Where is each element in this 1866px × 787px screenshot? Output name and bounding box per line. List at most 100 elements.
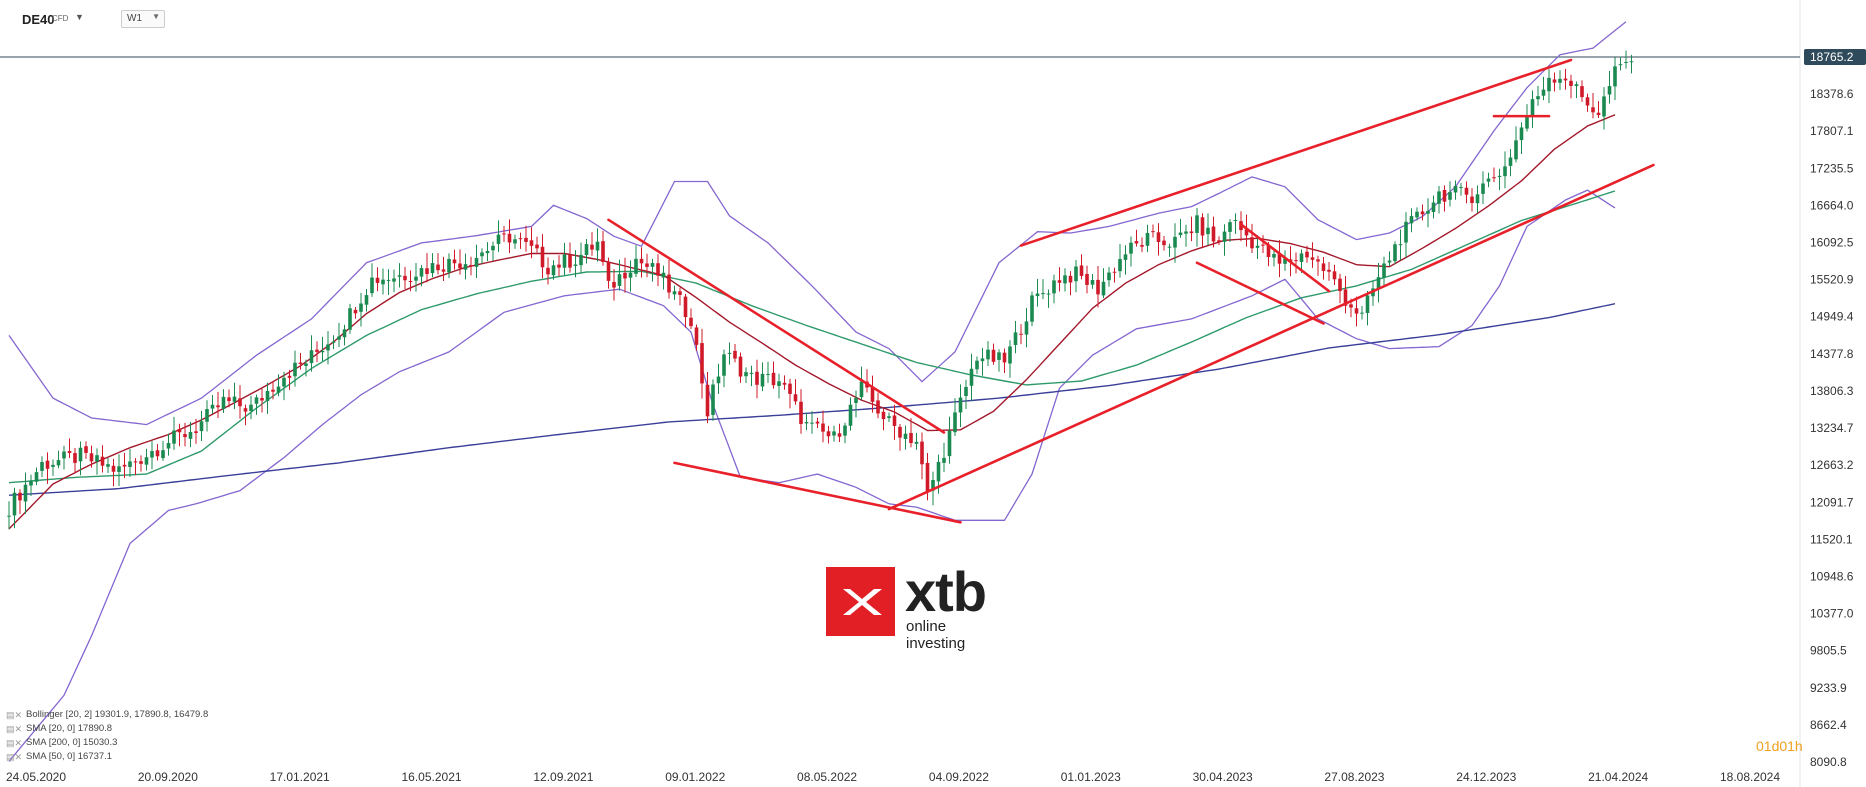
candle-body: [711, 384, 715, 415]
indicator-settings-icon[interactable]: ▤✕: [6, 752, 23, 762]
interval-hour[interactable]: 01h: [1779, 738, 1803, 754]
candle-body: [892, 415, 897, 426]
sma200-line: [8, 303, 1616, 496]
candle-body: [1107, 272, 1111, 281]
candle-body: [540, 246, 545, 268]
legend-label: SMA [20, 0] 17890.8: [26, 723, 113, 734]
candle-body: [337, 336, 341, 340]
candle-body: [62, 451, 66, 459]
legend-row[interactable]: ▤✕ SMA [200, 0] 15030.3: [6, 736, 208, 750]
y-tick-label: 16664.0: [1810, 198, 1854, 212]
candle-body: [34, 472, 39, 482]
indicator-legend: ▤✕ Bollinger [20, 2] 19301.9, 17890.8, 16…: [6, 708, 208, 764]
candle-body: [1376, 277, 1381, 289]
candle-body: [1321, 263, 1326, 271]
candle-body: [634, 258, 638, 274]
candle-body: [1244, 229, 1249, 236]
candle-body: [766, 373, 770, 375]
candle-body: [117, 466, 121, 472]
chevron-down-icon: ▼: [152, 12, 160, 21]
candle-body: [1475, 194, 1480, 204]
indicator-settings-icon[interactable]: ▤✕: [6, 738, 23, 748]
candle-body: [227, 397, 231, 402]
candle-body: [447, 258, 451, 273]
candle-body: [392, 278, 396, 282]
candle-body: [282, 377, 286, 387]
candle-body: [1041, 293, 1045, 295]
candle-body: [1607, 86, 1612, 95]
candle-body: [133, 461, 138, 463]
candle-body: [1404, 221, 1408, 243]
y-tick-label: 8662.4: [1810, 718, 1847, 732]
candle-body: [744, 372, 748, 377]
candle-body: [1233, 220, 1238, 222]
y-tick-label: 9805.5: [1810, 644, 1847, 658]
legend-row[interactable]: ▤✕ Bollinger [20, 2] 19301.9, 17890.8, 16…: [6, 708, 208, 722]
candle-body: [1129, 242, 1133, 254]
candle-body: [964, 386, 968, 397]
legend-row[interactable]: ▤✕ SMA [20, 0] 17890.8: [6, 722, 208, 736]
candle-body: [1272, 253, 1276, 258]
indicator-settings-icon[interactable]: ▤✕: [6, 710, 23, 720]
candle-body: [1629, 61, 1634, 63]
x-tick-label: 24.05.2020: [6, 770, 66, 784]
candle-body: [1085, 273, 1089, 285]
candle-body: [183, 434, 187, 438]
candle-body: [777, 381, 781, 387]
candle-body: [1305, 251, 1309, 258]
candle-body: [1162, 240, 1166, 246]
candle-body: [788, 383, 792, 394]
candle-body: [1211, 226, 1216, 242]
symbol-dropdown-icon[interactable]: ▼: [75, 12, 84, 22]
legend-label: Bollinger [20, 2] 19301.9, 17890.8, 1647…: [26, 709, 209, 720]
candle-body: [1569, 80, 1573, 86]
candle-body: [1217, 240, 1221, 243]
candle-body: [1228, 222, 1232, 232]
candle-body: [1420, 211, 1425, 215]
candle-body: [331, 341, 336, 343]
candle-body: [700, 343, 704, 384]
candle-body: [1068, 275, 1073, 283]
candle-body: [1360, 312, 1364, 314]
interval-day[interactable]: 01d: [1756, 738, 1780, 754]
timeframe-select[interactable]: W1 ▼: [121, 10, 165, 28]
y-tick-label: 9233.9: [1810, 681, 1847, 695]
candle-body: [931, 479, 935, 491]
candle-body: [645, 263, 649, 267]
y-tick-label: 12663.2: [1810, 458, 1854, 472]
candle-body: [375, 277, 380, 283]
candle-body: [265, 390, 270, 402]
legend-row[interactable]: ▤✕ SMA [50, 0] 16737.1: [6, 750, 208, 764]
candle-body: [1602, 96, 1606, 117]
candle-body: [188, 432, 193, 439]
candle-body: [1349, 304, 1353, 308]
symbol-label[interactable]: DE40: [22, 12, 55, 27]
x-tick-label: 16.05.2021: [402, 770, 462, 784]
legend-label: SMA [200, 0] 15030.3: [26, 737, 118, 748]
candle-body: [1074, 266, 1078, 282]
candle-body: [194, 431, 198, 434]
candle-body: [1574, 84, 1579, 86]
interval-selector[interactable]: 01d01h: [1756, 738, 1803, 754]
candle-body: [799, 401, 803, 424]
candle-body: [887, 416, 891, 419]
candle-body: [353, 309, 358, 314]
candle-body: [1019, 333, 1023, 335]
candle-body: [45, 460, 50, 469]
y-tick-label: 17235.5: [1810, 161, 1854, 175]
candle-body: [298, 362, 303, 365]
candle-body: [1002, 352, 1007, 363]
y-tick-label: 12091.7: [1810, 495, 1854, 509]
candle-body: [722, 354, 726, 376]
candle-body: [381, 279, 385, 285]
candle-body: [249, 404, 253, 411]
candle-body: [1459, 187, 1463, 189]
trendline: [1195, 261, 1325, 325]
candle-body: [810, 422, 814, 424]
candle-body: [727, 352, 732, 354]
candle-body: [128, 461, 132, 467]
candle-body: [1503, 166, 1507, 177]
x-tick-label: 24.12.2023: [1456, 770, 1516, 784]
indicator-settings-icon[interactable]: ▤✕: [6, 724, 23, 734]
